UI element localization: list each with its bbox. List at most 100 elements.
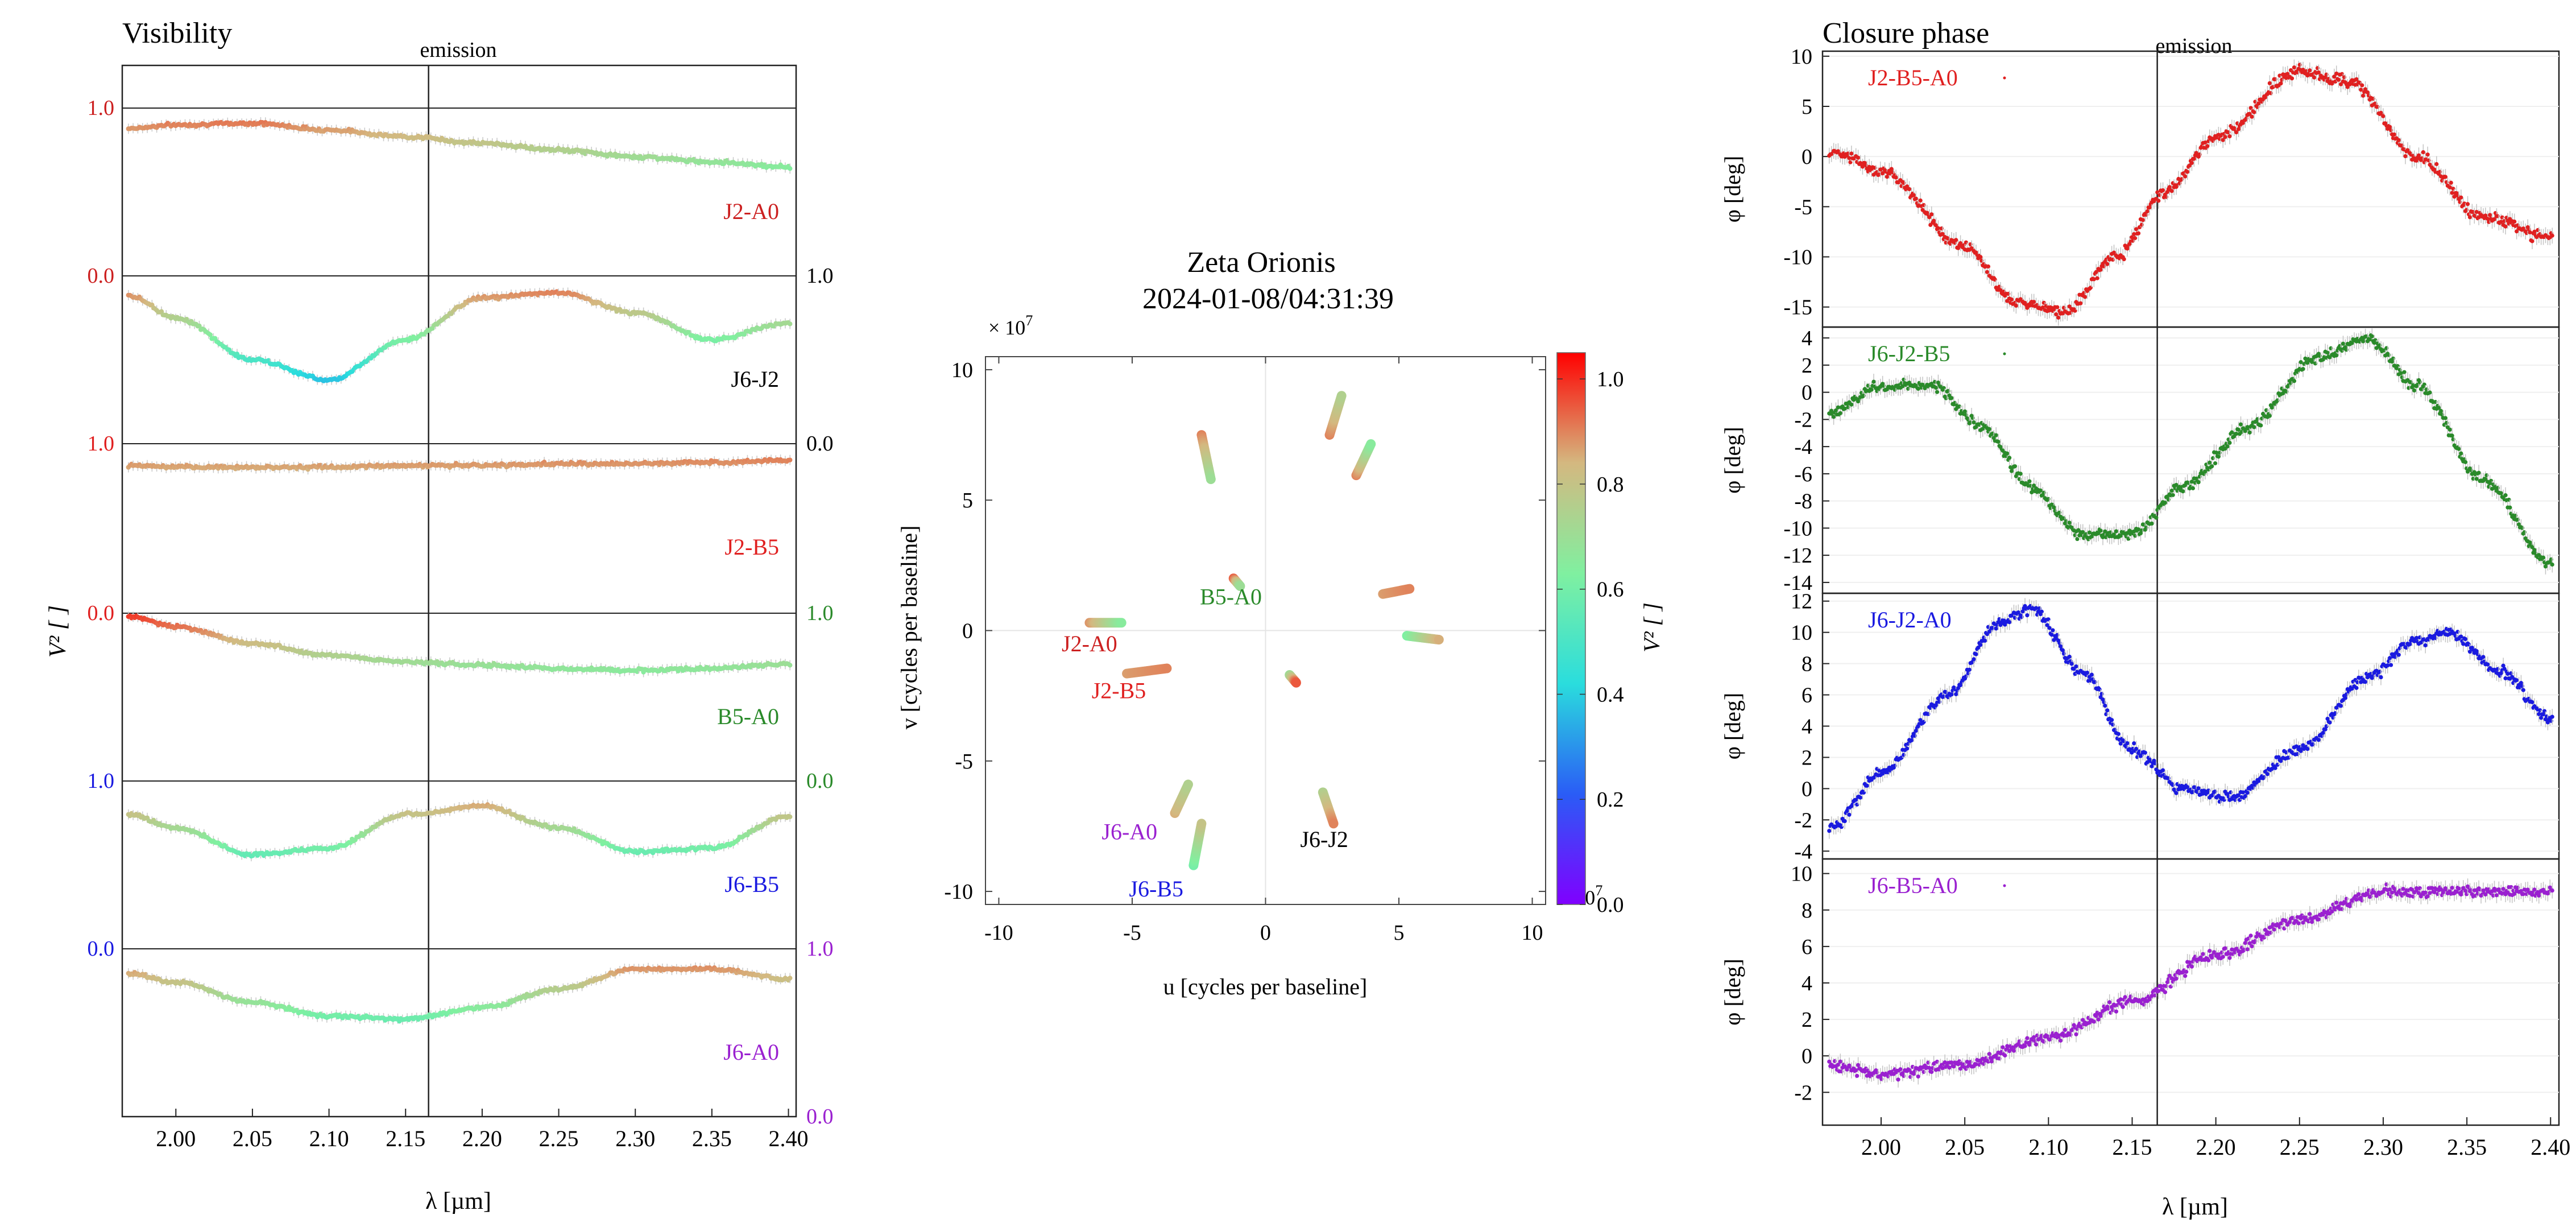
closure-y-tick-label: -15	[1783, 296, 1812, 320]
closure-point	[2136, 231, 2141, 235]
closure-point	[2189, 160, 2194, 166]
visibility-title: Visibility	[122, 17, 232, 49]
closure-x-axis-label: λ [µm]	[2162, 1194, 2228, 1220]
closure-y-tick-label: 0	[1801, 381, 1812, 405]
uv-point	[1206, 474, 1216, 485]
colorbar-label: V² [ ]	[1639, 602, 1664, 652]
visibility-y-tick-label: 1.0	[806, 937, 834, 961]
colorbar-tick-label: 0.0	[1597, 893, 1624, 917]
visibility-x-tick-label: 2.35	[692, 1126, 732, 1151]
closure-point	[2512, 219, 2517, 224]
uv-track	[1318, 787, 1339, 829]
uv-track	[1188, 819, 1207, 870]
uv-point	[1196, 819, 1207, 829]
visibility-x-tick-label: 2.15	[386, 1126, 425, 1151]
visibility-x-tick-label: 2.20	[462, 1126, 502, 1151]
closure-point	[2308, 68, 2312, 73]
uv-y-tick-label: 5	[962, 489, 973, 513]
uv-point	[1366, 439, 1376, 449]
closure-point	[2425, 152, 2430, 157]
uv-x-tick-label: 5	[1394, 921, 1405, 945]
closure-point	[2312, 75, 2317, 80]
closure-point	[2289, 76, 2295, 81]
closure-point	[2145, 209, 2150, 214]
visibility-series-B5-A0	[126, 611, 793, 677]
closure-point	[2530, 239, 2534, 243]
closure-point	[2140, 218, 2145, 222]
closure-point	[2337, 77, 2341, 82]
uv-baseline-label: J6-J2	[1300, 827, 1348, 852]
uv-baseline-label: J6-A0	[1101, 819, 1157, 844]
closure-y-tick-label: -6	[1794, 462, 1812, 486]
visibility-point	[788, 976, 793, 981]
closure-point	[2098, 267, 2103, 272]
closure-point	[2360, 83, 2364, 88]
closure-point	[2223, 135, 2227, 139]
visibility-y-tick-label: 1.0	[806, 264, 834, 288]
closure-point	[2105, 262, 2110, 266]
closure-point	[2185, 170, 2190, 174]
closure-y-tick-label: 2	[1801, 354, 1812, 378]
closure-point	[2488, 213, 2492, 217]
colorbar	[1556, 352, 1586, 905]
closure-point	[2361, 93, 2366, 98]
visibility-x-tick-label: 2.05	[233, 1126, 272, 1151]
closure-point	[1929, 212, 1934, 217]
uv-y-tick-label: -5	[955, 750, 973, 774]
closure-point	[2156, 199, 2161, 203]
visibility-series-J6-A0	[126, 962, 793, 1025]
visibility-series-label: J6-J2	[731, 366, 779, 392]
uv-track	[1285, 670, 1301, 688]
closure-plot-frame	[1821, 326, 2560, 594]
closure-point	[2392, 132, 2397, 137]
closure-point	[2205, 144, 2210, 148]
closure-point	[2227, 134, 2232, 139]
closure-y-tick-label: -10	[1783, 246, 1812, 270]
closure-point	[2078, 301, 2083, 305]
visibility-series-J2-B5	[126, 454, 793, 475]
closure-point	[1933, 386, 1939, 390]
closure-title: Closure phase	[1823, 17, 1989, 49]
closure-point	[2396, 138, 2401, 142]
visibility-series-label: J2-B5	[724, 534, 779, 560]
closure-point	[2443, 175, 2448, 179]
colorbar-tick-label: 1.0	[1597, 367, 1624, 391]
uv-point	[1291, 677, 1301, 688]
closure-point	[1849, 151, 1854, 156]
uv-point	[1162, 663, 1172, 674]
closure-point	[2267, 81, 2272, 85]
closure-y-tick-label: -5	[1794, 195, 1812, 219]
closure-point	[2403, 154, 2408, 159]
closure-emission-label: emission	[2155, 34, 2232, 58]
closure-point	[1911, 193, 1916, 197]
closure-point	[2009, 297, 2014, 302]
closure-point	[2279, 81, 2283, 86]
visibility-y-tick-label: 0.0	[806, 1105, 834, 1129]
visibility-y-tick-label: 0.0	[806, 769, 834, 793]
closure-legend-marker	[2003, 76, 2006, 80]
uv-track	[1378, 584, 1415, 599]
uv-point	[1116, 618, 1127, 628]
uv-baseline-label: J2-B5	[1092, 678, 1146, 704]
closure-point	[2292, 65, 2297, 70]
closure-y-tick-label: -10	[1783, 517, 1812, 540]
uv-x-tick-label: -10	[984, 921, 1013, 945]
uv-y-tick-label: -10	[944, 880, 973, 904]
closure-point	[2421, 150, 2425, 155]
closure-point	[1831, 415, 1836, 419]
visibility-y-tick-label: 1.0	[88, 769, 115, 793]
closure-point	[1856, 155, 1861, 160]
closure-y-tick-label: 5	[1801, 95, 1812, 119]
visibility-point	[788, 663, 793, 668]
closure-point	[2359, 88, 2363, 92]
visibility-y-tick-label: 1.0	[806, 601, 834, 625]
colorbar-tick-label: 0.6	[1597, 578, 1624, 602]
uv-track	[1402, 631, 1444, 645]
closure-series-label: J2-B5-A0	[1868, 65, 1958, 90]
closure-point	[2465, 202, 2470, 206]
closure-point	[1849, 402, 1854, 407]
visibility-y-tick-label: 1.0	[88, 96, 115, 120]
closure-point	[1871, 379, 1876, 384]
